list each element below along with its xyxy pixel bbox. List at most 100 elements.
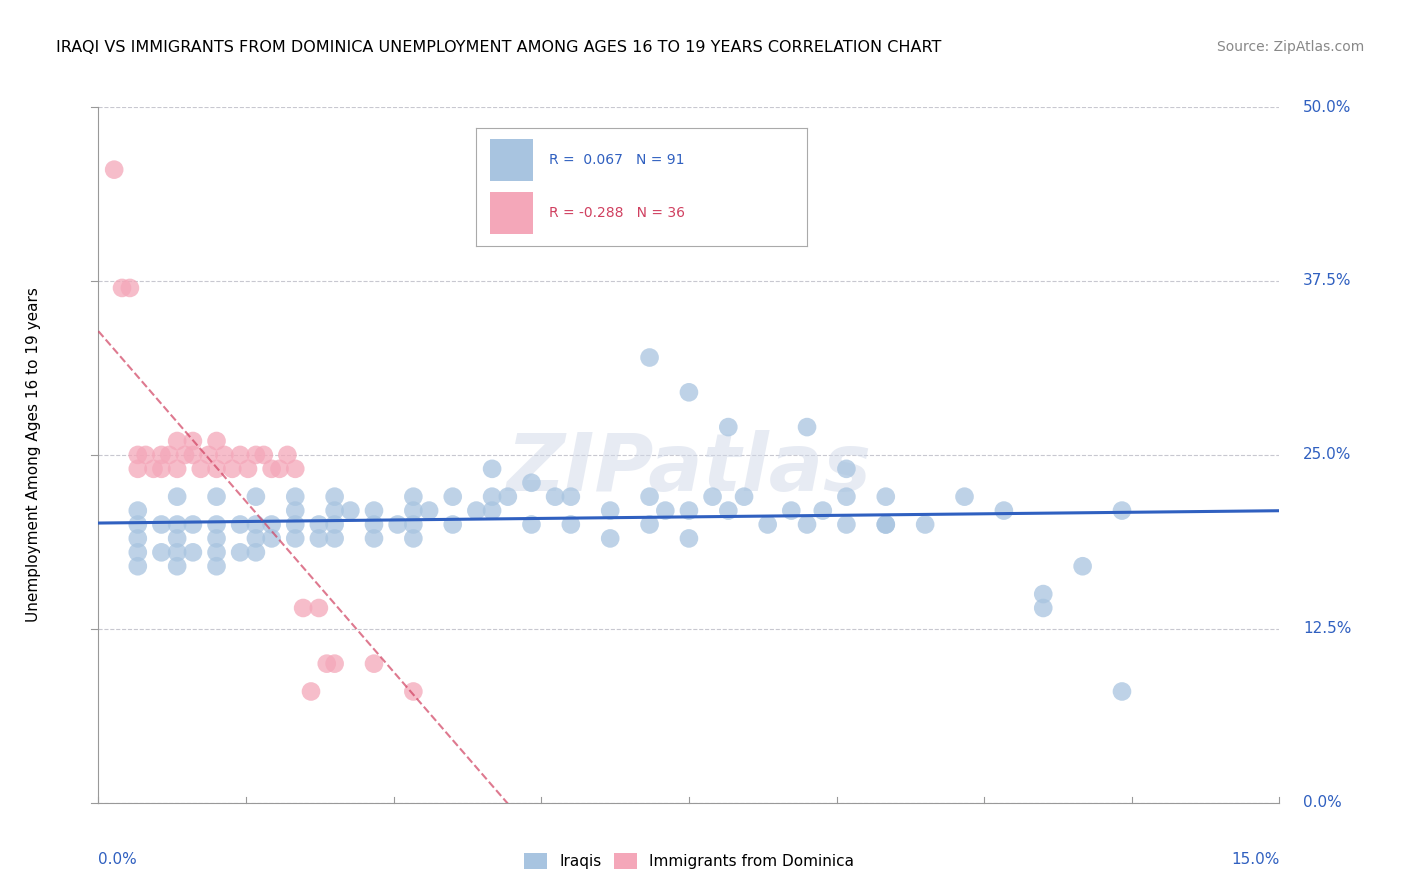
Point [181,545,204,559]
Point [402,532,425,546]
Point [418,503,440,517]
Point [205,532,228,546]
Point [835,462,858,476]
Point [253,448,276,462]
Point [142,462,165,476]
Point [245,532,267,546]
Point [441,517,464,532]
Point [166,545,188,559]
Point [205,490,228,504]
Point [205,462,228,476]
Text: 37.5%: 37.5% [1303,274,1351,288]
Point [363,657,385,671]
Point [875,490,897,504]
Point [441,490,464,504]
Point [363,503,385,517]
Point [181,448,204,462]
Point [214,448,236,462]
Point [638,490,661,504]
Point [323,517,346,532]
Point [245,448,267,462]
Text: 25.0%: 25.0% [1303,448,1351,462]
Point [308,517,330,532]
Point [835,517,858,532]
Point [481,503,503,517]
Point [181,434,204,448]
Point [284,517,307,532]
Point [229,448,252,462]
Point [914,517,936,532]
Text: Source: ZipAtlas.com: Source: ZipAtlas.com [1216,40,1364,54]
Point [229,517,252,532]
Point [363,517,385,532]
Point [702,490,724,504]
Point [181,517,204,532]
Point [150,517,173,532]
Point [299,684,322,698]
Point [292,601,315,615]
Point [323,490,346,504]
Text: 0.0%: 0.0% [1303,796,1341,810]
Point [150,545,173,559]
Legend: Iraqis, Immigrants from Dominica: Iraqis, Immigrants from Dominica [517,847,860,875]
Point [284,490,307,504]
Point [323,532,346,546]
Point [236,462,259,476]
Point [796,420,818,434]
Point [387,517,409,532]
Point [654,503,676,517]
Point [402,490,425,504]
Point [166,434,188,448]
Point [363,532,385,546]
Point [402,517,425,532]
Point [339,503,361,517]
Point [174,448,197,462]
Text: Unemployment Among Ages 16 to 19 years: Unemployment Among Ages 16 to 19 years [25,287,41,623]
Point [245,545,267,559]
Point [150,462,173,476]
Text: 12.5%: 12.5% [1303,622,1351,636]
Point [520,475,543,490]
Point [323,503,346,517]
Point [678,532,700,546]
Point [315,657,337,671]
Point [157,448,180,462]
Point [953,490,976,504]
Point [205,545,228,559]
Point [481,462,503,476]
Point [1071,559,1094,574]
Point [260,517,283,532]
Point [599,503,621,517]
Point [127,532,149,546]
Point [496,490,519,504]
Point [127,545,149,559]
Point [260,532,283,546]
Point [1032,601,1054,615]
Point [166,532,188,546]
Text: 50.0%: 50.0% [1303,100,1351,114]
Point [166,462,188,476]
Point [245,490,267,504]
Point [127,503,149,517]
Point [284,462,307,476]
Point [205,559,228,574]
Point [544,490,567,504]
Point [756,517,779,532]
Point [811,503,834,517]
Point [481,490,503,504]
Point [127,517,149,532]
Point [284,532,307,546]
Point [127,462,149,476]
Text: IRAQI VS IMMIGRANTS FROM DOMINICA UNEMPLOYMENT AMONG AGES 16 TO 19 YEARS CORRELA: IRAQI VS IMMIGRANTS FROM DOMINICA UNEMPL… [56,40,942,55]
Point [1111,684,1133,698]
Point [875,517,897,532]
Point [190,462,212,476]
Point [638,351,661,365]
Point [717,503,740,517]
Point [1032,587,1054,601]
Point [103,162,125,177]
Point [520,517,543,532]
Point [197,448,219,462]
Point [284,503,307,517]
Point [166,559,188,574]
